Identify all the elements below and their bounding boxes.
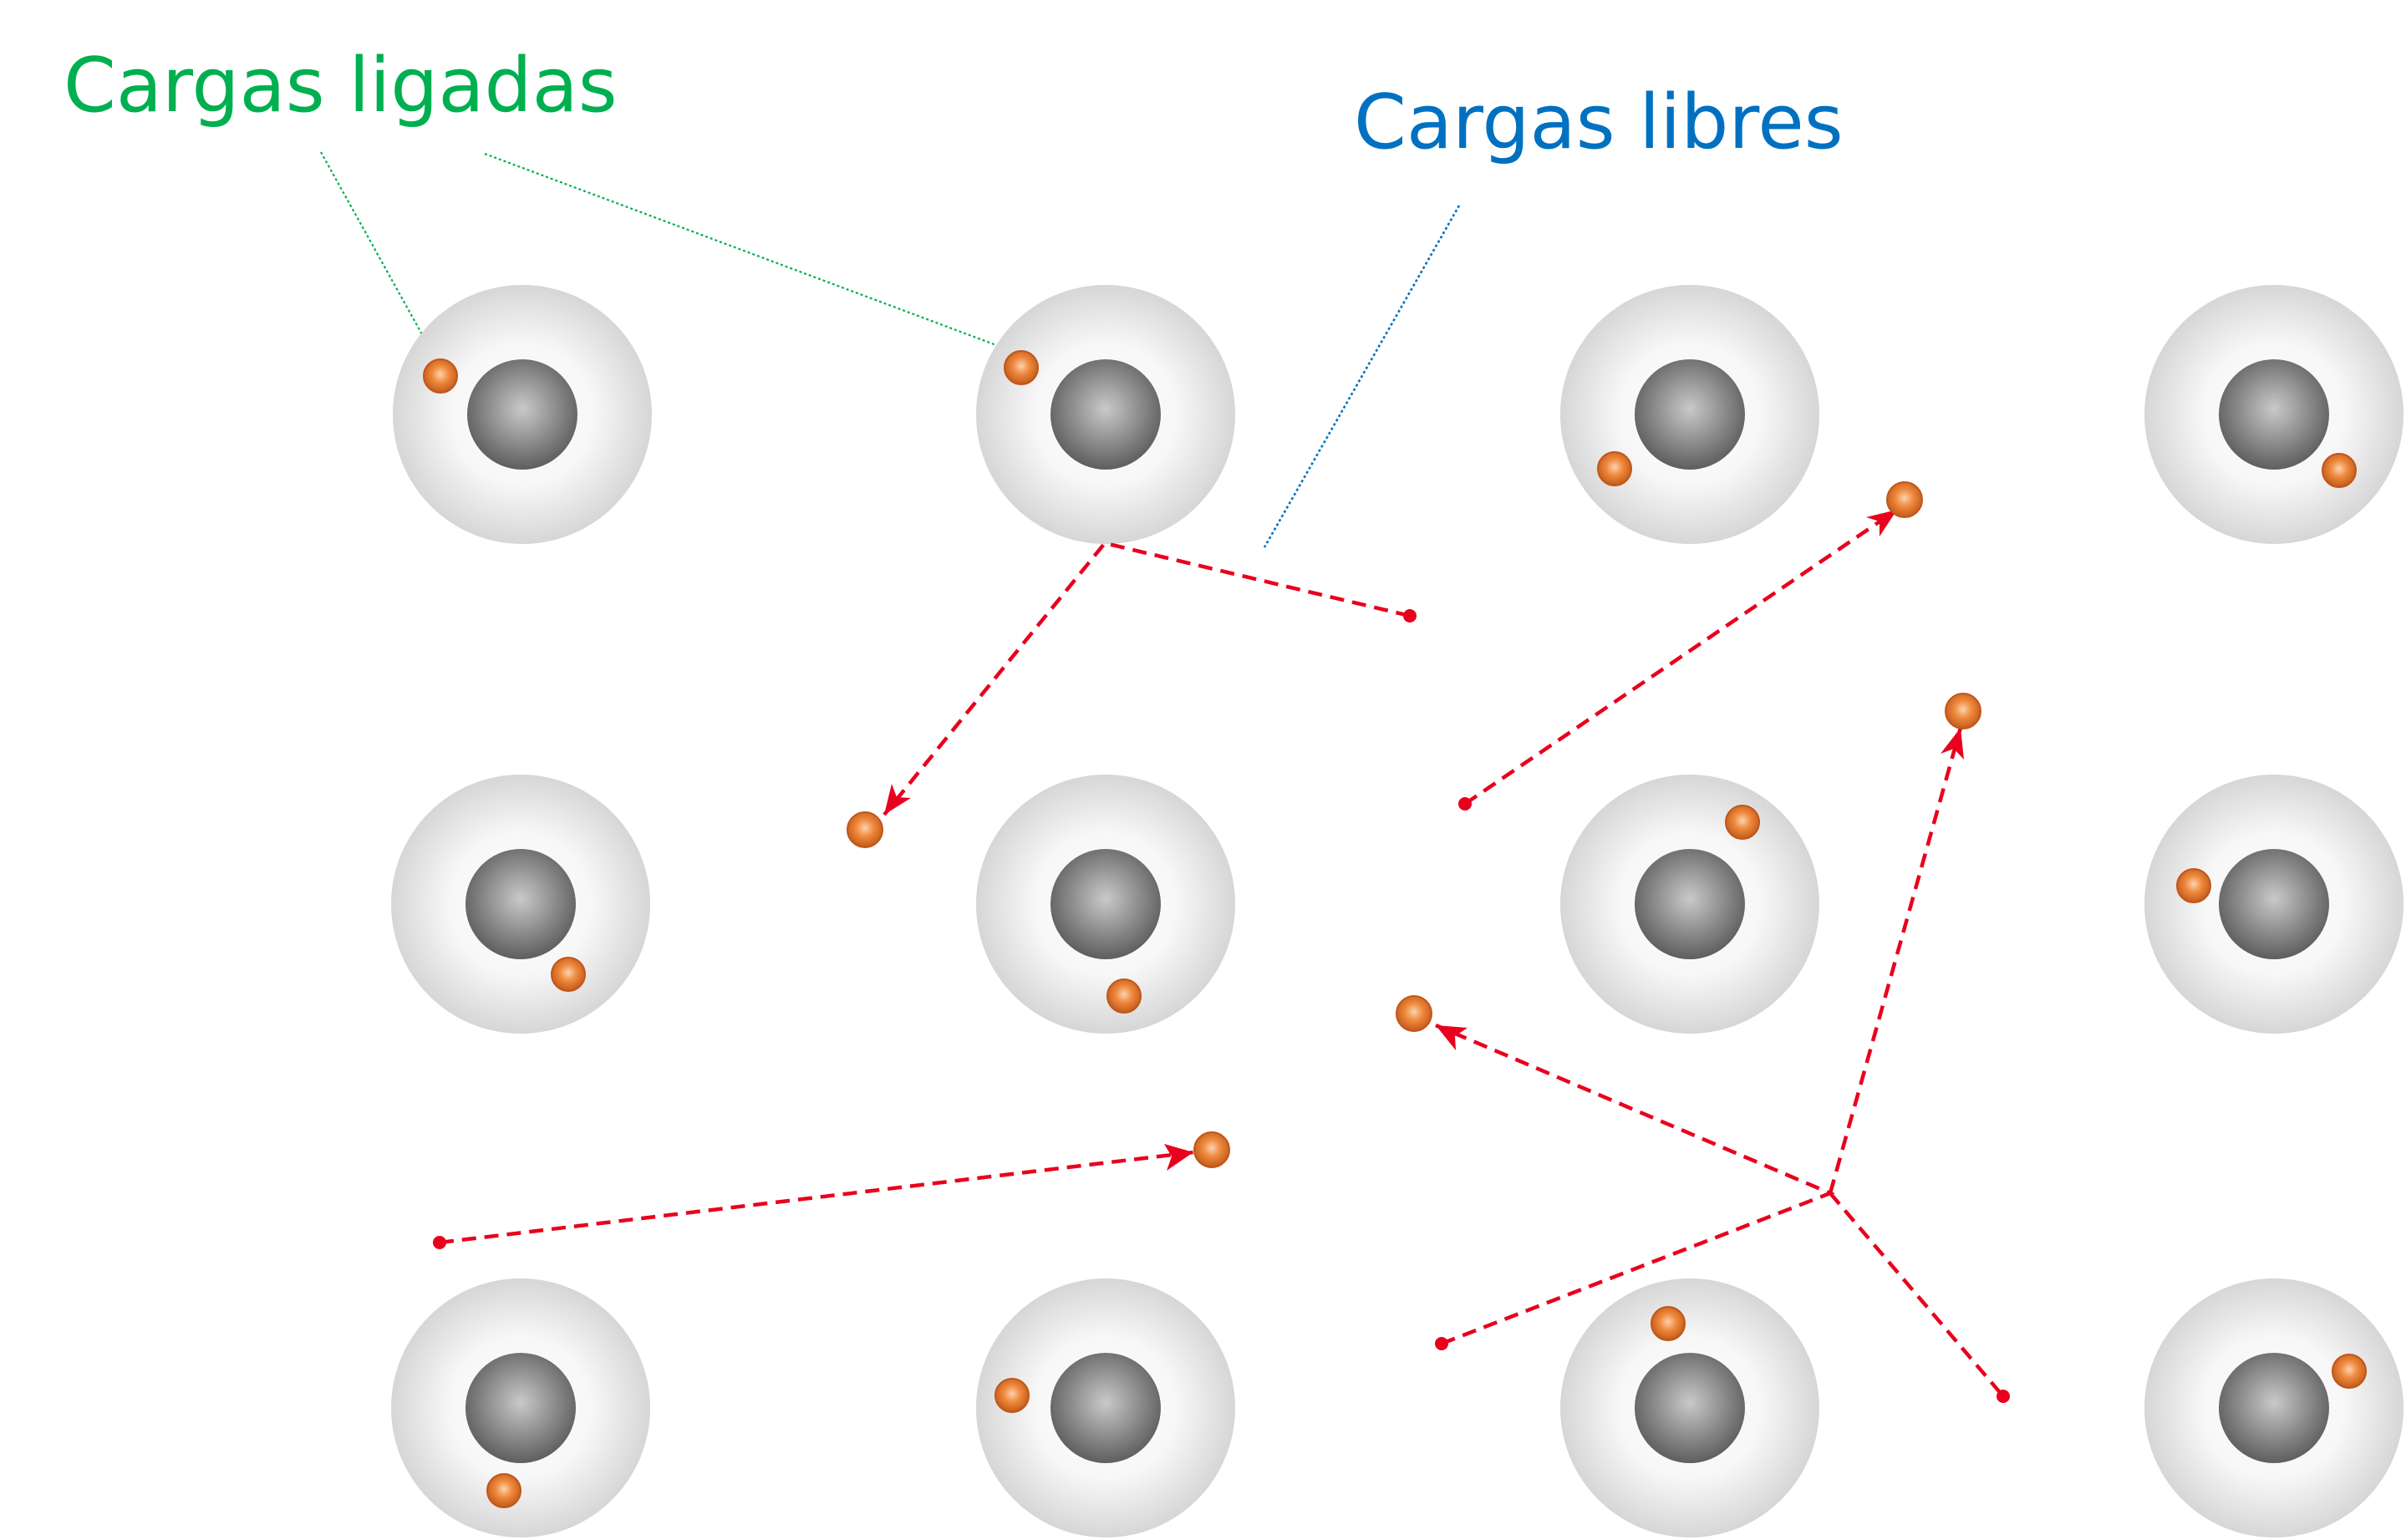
atom — [976, 285, 1235, 544]
atom — [391, 775, 650, 1034]
bound-electron — [1651, 1306, 1686, 1341]
arrowhead — [1164, 1144, 1193, 1171]
atom — [2144, 1278, 2403, 1537]
free-electrons — [847, 481, 1981, 1168]
atom — [976, 775, 1235, 1034]
free-electron — [1396, 995, 1432, 1032]
atom — [1560, 775, 1819, 1034]
start-point — [1435, 1337, 1448, 1350]
atom — [391, 1278, 650, 1537]
bound-charges-leader-lines — [320, 151, 1004, 352]
arrowhead — [1866, 510, 1897, 536]
bound-electron — [2176, 868, 2211, 903]
bound-electron — [551, 957, 586, 992]
bound-electron — [2332, 1354, 2367, 1389]
atom-lattice — [391, 285, 2403, 1537]
atom — [2144, 775, 2403, 1034]
start-point — [1997, 1390, 2010, 1403]
bound-electron — [486, 1473, 521, 1508]
bound-electron — [2322, 453, 2357, 488]
bound-electron — [1106, 978, 1142, 1014]
trajectory-path — [1828, 727, 1963, 1194]
start-point — [1458, 797, 1472, 811]
free-charges-label: Cargas libres — [1354, 79, 1844, 166]
trajectory-path — [883, 541, 1411, 816]
leader-line-bound-2 — [484, 152, 1004, 349]
atom — [1560, 285, 1819, 544]
arrowhead — [1436, 1025, 1468, 1050]
free-electron — [1886, 481, 1923, 518]
trajectory-start-points — [433, 609, 2010, 1403]
bound-electron — [994, 1378, 1030, 1413]
free-electron — [1945, 693, 1981, 729]
trajectory-path — [439, 1150, 1194, 1245]
atom — [976, 1278, 1235, 1537]
bound-electron — [1597, 451, 1632, 486]
free-electron — [1193, 1131, 1230, 1168]
bound-electron — [1004, 350, 1039, 385]
leader-line-free — [1263, 205, 1461, 548]
arrowhead — [1941, 728, 1964, 760]
atom — [393, 285, 652, 544]
bound-electron — [423, 358, 458, 394]
atom — [1560, 1278, 1819, 1537]
atom — [2144, 285, 2403, 544]
start-point — [1403, 609, 1417, 623]
bound-electron — [1725, 805, 1760, 840]
trajectory-path — [1829, 1192, 2005, 1398]
trajectory-arrowheads — [884, 510, 1964, 1171]
bound-charges-label: Cargas ligadas — [64, 42, 618, 130]
leader-line-bound-1 — [320, 151, 432, 352]
arrowhead — [884, 784, 911, 815]
start-point — [433, 1236, 446, 1249]
free-electron-trajectories — [439, 508, 2005, 1398]
free-electron — [847, 811, 883, 848]
trajectory-path — [1463, 508, 1899, 806]
